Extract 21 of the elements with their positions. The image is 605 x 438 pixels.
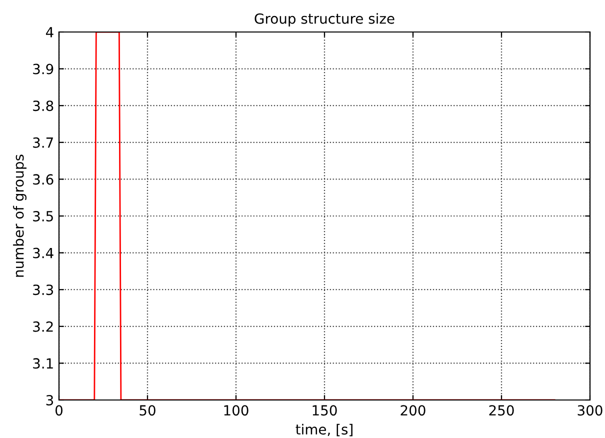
chart-title: Group structure size <box>254 13 394 27</box>
y-tick-label: 3.3 <box>33 284 54 296</box>
y-tick-label: 3.8 <box>33 100 54 112</box>
x-axis-title: time, [s] <box>296 424 352 436</box>
x-tick-label: 100 <box>224 405 248 416</box>
x-tick-label: 300 <box>578 405 602 416</box>
x-tick-label: 200 <box>400 405 426 416</box>
y-tick-label: 3.6 <box>33 174 54 185</box>
y-tick-label: 3.1 <box>33 358 53 369</box>
x-tick-label: 150 <box>312 405 337 416</box>
x-tick-label: 50 <box>140 405 156 416</box>
y-tick-label: 3.5 <box>33 210 53 222</box>
y-tick-label: 4 <box>46 27 54 38</box>
y-axis-title: number of groups <box>13 154 26 277</box>
y-tick-label: 3.9 <box>33 64 54 74</box>
y-tick-label: 3.2 <box>33 321 53 332</box>
y-tick-label: 3 <box>46 394 54 406</box>
y-tick-label: 3.4 <box>33 248 54 258</box>
y-tick-label: 3.7 <box>33 137 53 148</box>
x-tick-label: 250 <box>489 405 514 416</box>
x-tick-label: 0 <box>55 405 62 416</box>
